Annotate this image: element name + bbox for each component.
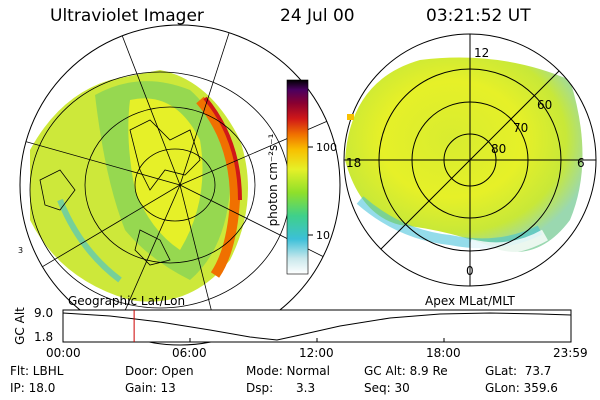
colorbar-tick-100: 100 (316, 141, 337, 154)
time-tick-1200: 12:00 (299, 346, 334, 360)
instrument-title: Ultraviolet Imager (50, 6, 204, 26)
status-gc-alt: GC Alt: 8.9 Re (364, 364, 448, 378)
status-seq: Seq: 30 (364, 381, 410, 395)
mlat-label-60: 60 (537, 98, 553, 112)
apex-projection-label: Apex MLat/MLT (425, 294, 515, 308)
mlat-label-80: 80 (491, 142, 507, 156)
observation-time: 03:21:52 UT (426, 6, 531, 26)
status-flt: Flt: LBHL (10, 364, 64, 378)
time-tick-0000: 00:00 (46, 346, 81, 360)
time-tick-0600: 06:00 (172, 346, 207, 360)
colorbar-unit-label: photon cm⁻²s⁻¹ (266, 133, 280, 227)
status-ip: IP: 18.0 (10, 381, 56, 395)
status-mode: Mode: Normal (246, 364, 330, 378)
apex-polar-plot (343, 33, 597, 287)
gc-alt-axis-label: GC Alt (13, 307, 27, 345)
gc-alt-bottom-value: 1.8 (34, 330, 54, 344)
altitude-strip (62, 309, 572, 343)
globe-edge-label: 3 (18, 246, 24, 255)
mlt-label-0: 0 (466, 264, 474, 278)
status-glat: GLat: 73.7 (485, 364, 552, 378)
geographic-globe (19, 24, 341, 346)
status-glon: GLon: 359.6 (485, 381, 558, 395)
mlt-label-12: 12 (474, 46, 490, 60)
observation-date: 24 Jul 00 (280, 6, 355, 26)
geographic-projection-label: Geographic Lat/Lon (68, 294, 186, 308)
mlat-label-70: 70 (513, 121, 529, 135)
mlt-label-6: 6 (577, 156, 585, 170)
mlt-label-18: 18 (346, 156, 362, 170)
intensity-colorbar (286, 79, 313, 275)
status-gain: Gain: 13 (125, 381, 176, 395)
colorbar-tick-10: 10 (316, 229, 330, 242)
status-door: Door: Open (125, 364, 194, 378)
time-tick-2359: 23:59 (553, 346, 588, 360)
status-dsp: Dsp: 3.3 (246, 381, 316, 395)
time-tick-1800: 18:00 (426, 346, 461, 360)
gc-alt-top-value: 9.0 (34, 306, 54, 320)
